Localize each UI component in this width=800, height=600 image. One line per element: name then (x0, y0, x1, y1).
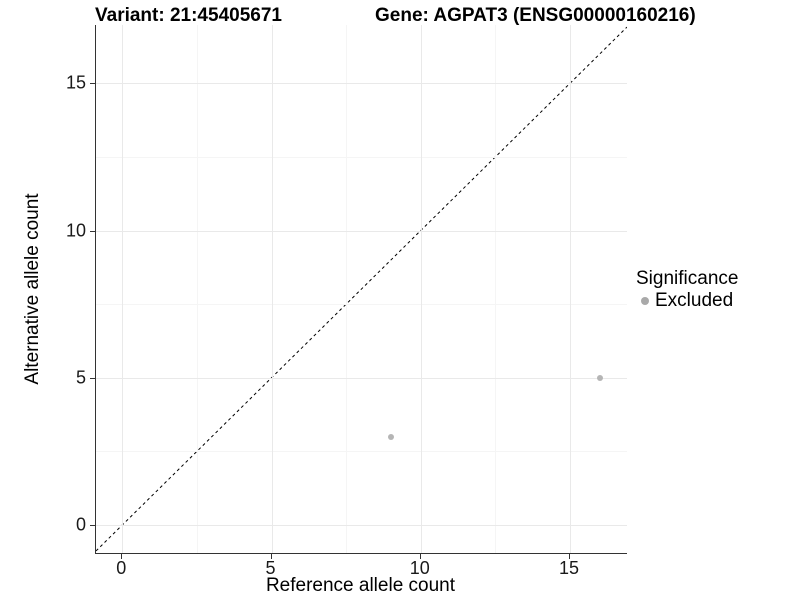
legend-item: Excluded (636, 291, 738, 311)
legend-point-icon (641, 297, 649, 305)
data-point (387, 433, 394, 440)
x-major-gridline (271, 25, 273, 553)
y-major-gridline (96, 83, 627, 85)
x-tick-label: 0 (116, 558, 127, 578)
y-major-gridline (96, 525, 627, 527)
x-tick-label: 10 (409, 558, 430, 578)
y-tick-mark (90, 525, 95, 527)
y-major-gridline (96, 377, 627, 379)
plot-panel (95, 25, 627, 554)
y-axis-title: Alternative allele count (22, 193, 43, 385)
y-tick-label: 15 (65, 72, 86, 93)
y-tick-mark (90, 377, 95, 379)
y-tick-label: 0 (75, 514, 86, 535)
x-major-gridline (122, 25, 124, 553)
y-tick-mark (90, 230, 95, 232)
y-tick-label: 5 (75, 367, 86, 388)
x-minor-gridline (346, 25, 348, 553)
y-tick-mark (90, 83, 95, 85)
legend: Significance Excluded (636, 268, 738, 311)
variant-title: Variant: 21:45405671 (95, 5, 282, 26)
x-minor-gridline (495, 25, 497, 553)
identity-line (96, 26, 627, 552)
legend-title: Significance (636, 268, 739, 289)
x-minor-gridline (196, 25, 198, 553)
legend-item-label: Excluded (655, 290, 734, 311)
reference-dashed-line (96, 26, 627, 552)
x-axis-title: Reference allele count (265, 575, 456, 596)
legend-items: Excluded (636, 291, 738, 311)
x-tick-label: 5 (265, 558, 276, 578)
y-minor-gridline (96, 156, 627, 158)
y-minor-gridline (96, 304, 627, 306)
y-tick-label: 10 (65, 220, 86, 241)
gene-title: Gene: AGPAT3 (ENSG00000160216) (375, 5, 696, 26)
x-tick-mark (270, 554, 272, 559)
y-major-gridline (96, 230, 627, 232)
data-point (596, 374, 603, 381)
x-tick-mark (121, 554, 123, 559)
x-tick-label: 15 (558, 558, 579, 578)
x-major-gridline (569, 25, 571, 553)
y-minor-gridline (96, 451, 627, 453)
x-major-gridline (420, 25, 422, 553)
x-tick-mark (419, 554, 421, 559)
x-tick-mark (568, 554, 570, 559)
